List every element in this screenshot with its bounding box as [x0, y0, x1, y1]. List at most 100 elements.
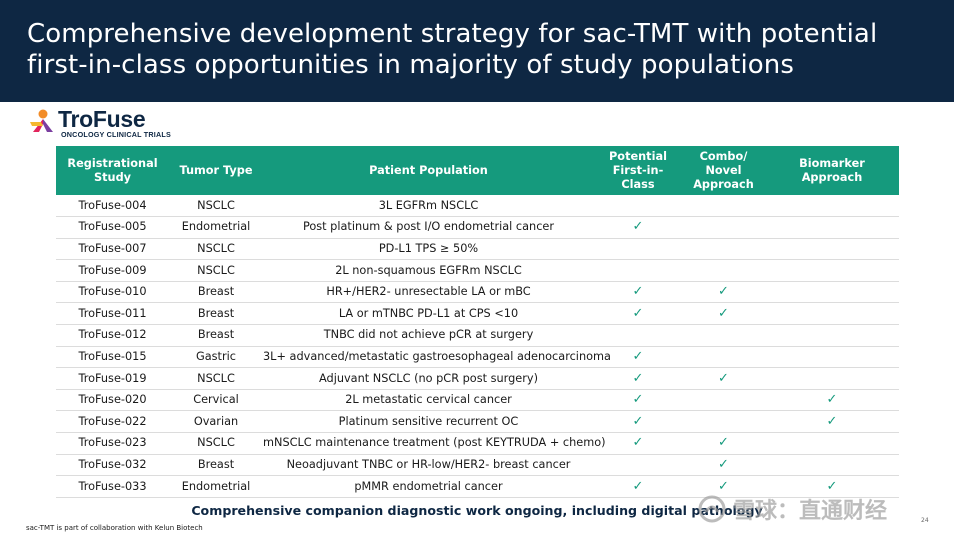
- table-row: TroFuse-012 Breast TNBC did not achieve pC…: [56, 324, 899, 347]
- cell-biomarker: [765, 281, 899, 304]
- cell-combo-novel: [682, 410, 765, 434]
- cell-patient-population: Neoadjuvant TNBC or HR-low/HER2- breast …: [263, 454, 594, 477]
- cell-biomarker: [765, 367, 899, 390]
- cell-tumor-type: Endometrial: [169, 216, 263, 239]
- study-table: Registrational Study Tumor Type Patient …: [56, 146, 899, 498]
- header-study: Registrational Study: [56, 146, 169, 195]
- table-body: TroFuse-004 NSCLC 3L EGFRm NSCLC TroFuse-00…: [56, 195, 899, 498]
- cell-biomarker: [765, 324, 899, 347]
- cell-first-in-class: ✓: [594, 432, 682, 455]
- watermark-text: 雪球：直通财经: [733, 499, 888, 524]
- cell-study: TroFuse-023: [56, 432, 169, 455]
- cell-study: TroFuse-020: [56, 389, 169, 412]
- cell-study: TroFuse-033: [56, 475, 169, 498]
- cell-tumor-type: Breast: [169, 324, 263, 347]
- cell-tumor-type: NSCLC: [169, 432, 263, 455]
- watermark-logo-icon: [698, 495, 726, 523]
- table-row: TroFuse-032 Breast Neoadjuvant TNBC or HR-…: [56, 454, 899, 477]
- cell-first-in-class: [594, 324, 682, 347]
- cell-first-in-class: ✓: [594, 367, 682, 390]
- table-row: TroFuse-020 Cervical 2L metastatic cervica…: [56, 389, 899, 412]
- table-row: TroFuse-007 NSCLC PD-L1 TPS ≥ 50%: [56, 238, 899, 261]
- cell-biomarker: [765, 454, 899, 477]
- header-patient-population: Patient Population: [263, 146, 594, 195]
- cell-combo-novel: [682, 346, 765, 369]
- cell-first-in-class: [594, 195, 682, 218]
- cell-study: TroFuse-019: [56, 367, 169, 390]
- cell-tumor-type: Breast: [169, 281, 263, 304]
- header-first-in-class: Potential First-in-Class: [594, 146, 682, 195]
- trofuse-logo-mark-icon: [30, 109, 53, 132]
- watermark: 雪球：直通财经: [697, 491, 937, 527]
- logo-wordmark: TroFuse: [58, 106, 146, 132]
- cell-study: TroFuse-010: [56, 281, 169, 304]
- cell-biomarker: [765, 302, 899, 326]
- cell-patient-population: 2L metastatic cervical cancer: [263, 389, 594, 412]
- cell-patient-population: 3L EGFRm NSCLC: [263, 195, 594, 218]
- cell-study: TroFuse-015: [56, 346, 169, 369]
- cell-first-in-class: ✓: [594, 389, 682, 412]
- slide-title: Comprehensive development strategy for s…: [27, 19, 878, 80]
- table-row: TroFuse-015 Gastric 3L+ advanced/metastati…: [56, 346, 899, 369]
- cell-combo-novel: [682, 195, 765, 218]
- cell-patient-population: 2L non-squamous EGFRm NSCLC: [263, 259, 594, 282]
- cell-combo-novel: ✓: [682, 281, 765, 304]
- cell-combo-novel: ✓: [682, 432, 765, 455]
- trofuse-logo: TroFuse ONCOLOGY CLINICAL TRIALS: [28, 106, 178, 144]
- cell-tumor-type: Endometrial: [169, 475, 263, 498]
- cell-combo-novel: [682, 238, 765, 261]
- header-tumor-type: Tumor Type: [169, 146, 263, 195]
- cell-study: TroFuse-005: [56, 216, 169, 239]
- collaboration-note: sac-TMT is part of collaboration with Ke…: [26, 524, 203, 532]
- cell-biomarker: [765, 195, 899, 218]
- cell-patient-population: mNSCLC maintenance treatment (post KEYTR…: [263, 432, 606, 455]
- page-number: 24: [921, 517, 929, 524]
- cell-first-in-class: [594, 238, 682, 261]
- cell-combo-novel: ✓: [682, 475, 765, 498]
- cell-biomarker: [765, 432, 899, 455]
- cell-biomarker: [765, 346, 899, 369]
- cell-biomarker: [765, 216, 899, 239]
- logo-subtitle: ONCOLOGY CLINICAL TRIALS: [61, 130, 171, 139]
- cell-biomarker: ✓: [765, 410, 899, 434]
- cell-first-in-class: ✓: [594, 216, 682, 239]
- cell-combo-novel: [682, 259, 765, 282]
- cell-patient-population: PD-L1 TPS ≥ 50%: [263, 238, 594, 261]
- cell-first-in-class: ✓: [594, 410, 682, 434]
- cell-patient-population: Platinum sensitive recurrent OC: [263, 410, 594, 434]
- table-row: TroFuse-005 Endometrial Post platinum & po…: [56, 216, 899, 239]
- table-row: TroFuse-009 NSCLC 2L non-squamous EGFRm NS…: [56, 259, 899, 282]
- table-row: TroFuse-004 NSCLC 3L EGFRm NSCLC: [56, 195, 899, 218]
- cell-study: TroFuse-009: [56, 259, 169, 282]
- cell-combo-novel: ✓: [682, 454, 765, 477]
- cell-patient-population: pMMR endometrial cancer: [263, 475, 594, 498]
- cell-study: TroFuse-012: [56, 324, 169, 347]
- cell-tumor-type: Breast: [169, 454, 263, 477]
- cell-tumor-type: NSCLC: [169, 195, 263, 218]
- cell-first-in-class: ✓: [594, 475, 682, 498]
- cell-biomarker: [765, 238, 899, 261]
- cell-first-in-class: [594, 454, 682, 477]
- cell-combo-novel: ✓: [682, 302, 765, 326]
- table-row: TroFuse-023 NSCLC mNSCLC maintenance treat…: [56, 432, 899, 455]
- companion-diagnostic-note: Comprehensive companion diagnostic work …: [191, 503, 763, 518]
- cell-study: TroFuse-011: [56, 302, 169, 326]
- cell-tumor-type: NSCLC: [169, 259, 263, 282]
- cell-patient-population: Post platinum & post I/O endometrial can…: [263, 216, 594, 239]
- cell-patient-population: HR+/HER2- unresectable LA or mBC: [263, 281, 594, 304]
- cell-tumor-type: Breast: [169, 302, 263, 326]
- cell-tumor-type: Ovarian: [169, 410, 263, 434]
- cell-study: TroFuse-007: [56, 238, 169, 261]
- table-row: TroFuse-010 Breast HR+/HER2- unresectable …: [56, 281, 899, 304]
- cell-study: TroFuse-032: [56, 454, 169, 477]
- cell-combo-novel: [682, 324, 765, 347]
- cell-tumor-type: Cervical: [169, 389, 263, 412]
- cell-first-in-class: ✓: [594, 281, 682, 304]
- cell-tumor-type: Gastric: [169, 346, 263, 369]
- cell-tumor-type: NSCLC: [169, 238, 263, 261]
- cell-first-in-class: ✓: [594, 346, 682, 369]
- cell-patient-population: 3L+ advanced/metastatic gastroesophageal…: [263, 346, 611, 369]
- title-bar: Comprehensive development strategy for s…: [0, 0, 954, 102]
- cell-tumor-type: NSCLC: [169, 367, 263, 390]
- table-row: TroFuse-011 Breast LA or mTNBC PD-L1 at CP…: [56, 302, 899, 326]
